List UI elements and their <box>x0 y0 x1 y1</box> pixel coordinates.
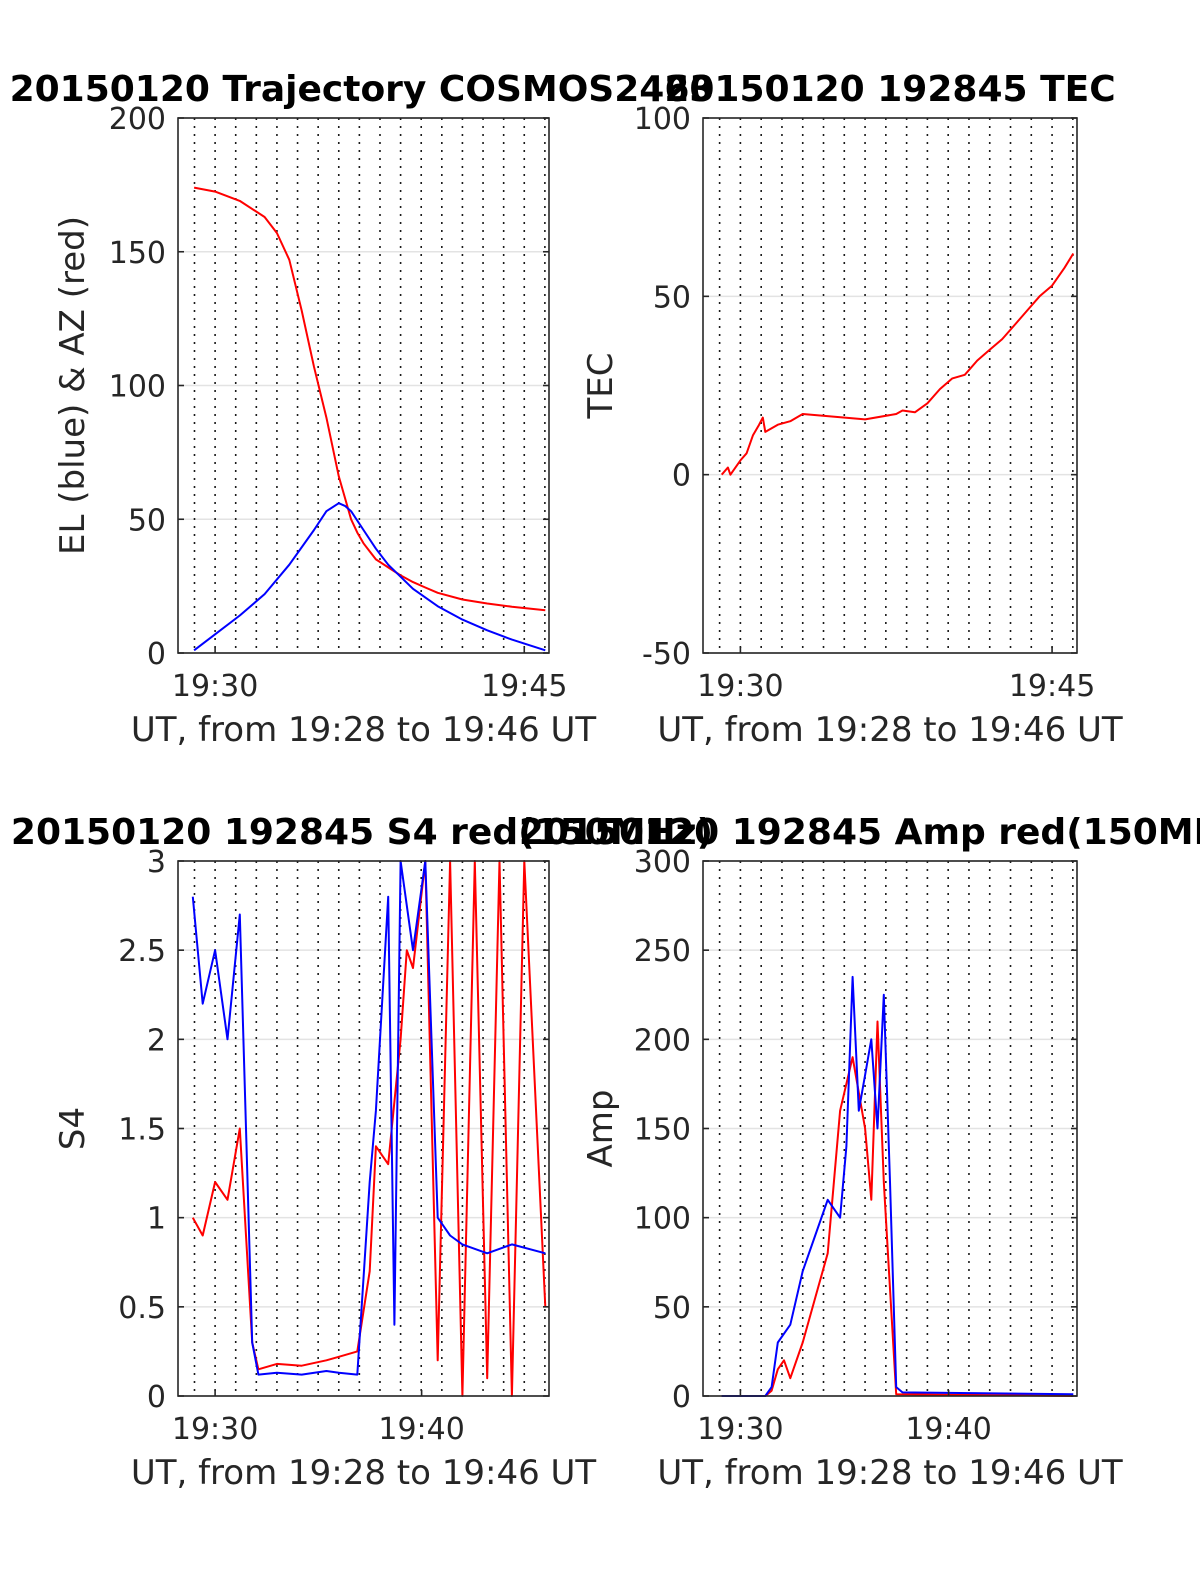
trajectory-series-blue-line <box>193 502 546 652</box>
tec-ytick-label: 50 <box>653 280 691 315</box>
trajectory-xlabel: UT, from 19:28 to 19:46 UT <box>131 710 597 750</box>
s4-ytick-label: 0.5 <box>118 1291 166 1326</box>
s4-ylabel: S4 <box>53 1107 93 1150</box>
tec-xtick-label: 19:45 <box>1009 669 1095 704</box>
amp-series-blue-line <box>721 975 1074 1397</box>
s4-ytick-label: 1.5 <box>118 1113 166 1148</box>
tec-series-red-line <box>720 252 1075 476</box>
tec-ytick-label: 100 <box>634 102 691 137</box>
s4-title: 20150120 192845 S4 red(150MHz) <box>11 812 713 853</box>
panel-trajectory: 0 50 100 150 200 19:30 19:45 UT, from 19:28 to … <box>10 69 715 750</box>
amp-ytick-label: 50 <box>653 1291 691 1326</box>
tec-ytick-label: 0 <box>672 459 691 494</box>
amp-ylabel: Amp <box>581 1090 621 1168</box>
amp-title: 20150120 192845 Amp red(150MHz) <box>519 812 1200 853</box>
s4-ytick-label: 2.5 <box>118 934 166 969</box>
amp-ytick-label: 200 <box>634 1023 691 1058</box>
trajectory-xtick-label: 19:45 <box>481 669 567 704</box>
s4-series-blue-line <box>191 860 546 1376</box>
amp-ytick-label: 100 <box>634 1202 691 1237</box>
amp-ytick-label: 300 <box>634 845 691 880</box>
panel-amp: 0 50 100 150 200 250 300 19:30 19:40 UT, from 19:… <box>519 812 1200 1493</box>
trajectory-ytick-label: 50 <box>128 503 166 538</box>
panel-tec: -50 0 50 100 19:30 19:45 UT, from 19:28 to 19:… <box>581 69 1123 750</box>
s4-xtick-label: 19:40 <box>378 1412 464 1447</box>
tec-ytick-label: -50 <box>642 637 691 672</box>
amp-xtick-label: 19:40 <box>905 1412 991 1447</box>
trajectory-ytick-label: 150 <box>109 236 166 271</box>
trajectory-series-red-line <box>193 186 546 612</box>
trajectory-ytick-label: 100 <box>109 370 166 405</box>
s4-xlabel: UT, from 19:28 to 19:46 UT <box>131 1453 597 1493</box>
amp-series-red-line <box>721 1020 1074 1397</box>
s4-ytick-label: 0 <box>147 1380 166 1415</box>
trajectory-ytick-label: 200 <box>109 102 166 137</box>
tec-xlabel: UT, from 19:28 to 19:46 UT <box>657 710 1123 750</box>
s4-series-red-line <box>191 860 547 1397</box>
amp-xtick-label: 19:30 <box>697 1412 783 1447</box>
trajectory-ytick-label: 0 <box>147 637 166 672</box>
s4-ytick-label: 3 <box>147 845 166 880</box>
trajectory-title: 20150120 Trajectory COSMOS2463 <box>10 69 715 110</box>
amp-ytick-label: 250 <box>634 934 691 969</box>
amp-xlabel: UT, from 19:28 to 19:46 UT <box>657 1453 1123 1493</box>
s4-xtick-label: 19:30 <box>172 1412 258 1447</box>
s4-ytick-label: 1 <box>147 1202 166 1237</box>
trajectory-xtick-label: 19:30 <box>172 669 258 704</box>
s4-ytick-label: 2 <box>147 1023 166 1058</box>
trajectory-ylabel: EL (blue) & AZ (red) <box>53 216 93 555</box>
tec-xtick-label: 19:30 <box>697 669 783 704</box>
amp-ytick-label: 0 <box>672 1380 691 1415</box>
tec-ylabel: TEC <box>581 353 621 420</box>
amp-ytick-label: 150 <box>634 1113 691 1148</box>
tec-axes-box <box>702 117 1078 654</box>
tec-title: 20150120 192845 TEC <box>664 69 1115 110</box>
panel-s4: 0 0.5 1 1.5 2 2.5 3 19:30 19:40 UT, from 19:28 to… <box>11 812 713 1493</box>
